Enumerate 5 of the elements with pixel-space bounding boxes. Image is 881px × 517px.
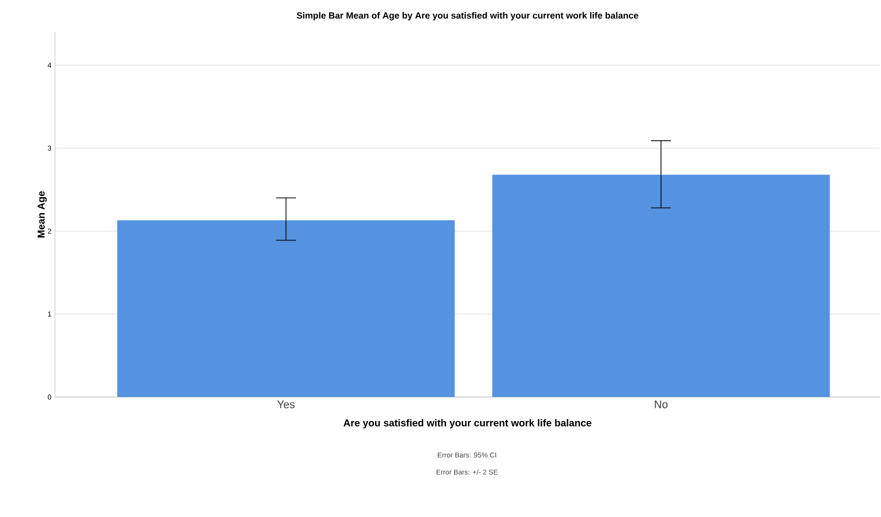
x-tick-label: No <box>654 400 668 408</box>
x-tick-label: Yes <box>277 400 295 408</box>
y-axis-title: Mean Age <box>38 191 47 238</box>
x-axis-title: Are you satisfied with your current work life balance <box>344 419 592 428</box>
chart-title: Simple Bar Mean of Age by Are you satisfied with your current work life balance <box>296 12 638 20</box>
